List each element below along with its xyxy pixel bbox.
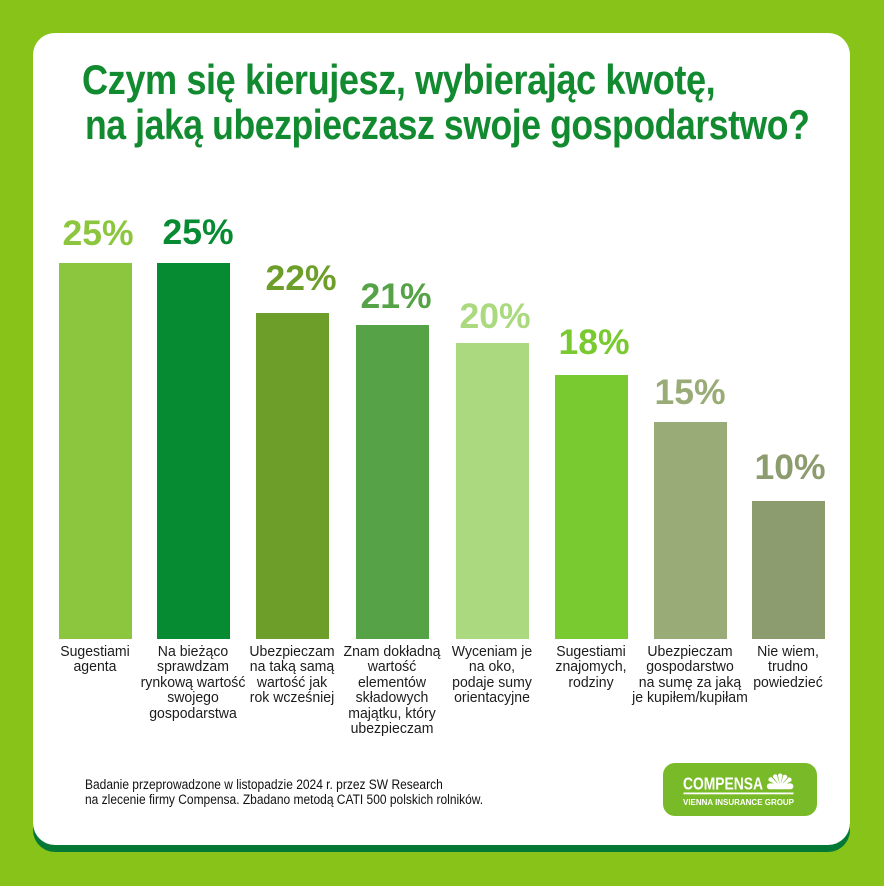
svg-text:VIENNA INSURANCE GROUP: VIENNA INSURANCE GROUP	[683, 797, 794, 807]
svg-text:COMPENSA: COMPENSA	[683, 774, 763, 794]
